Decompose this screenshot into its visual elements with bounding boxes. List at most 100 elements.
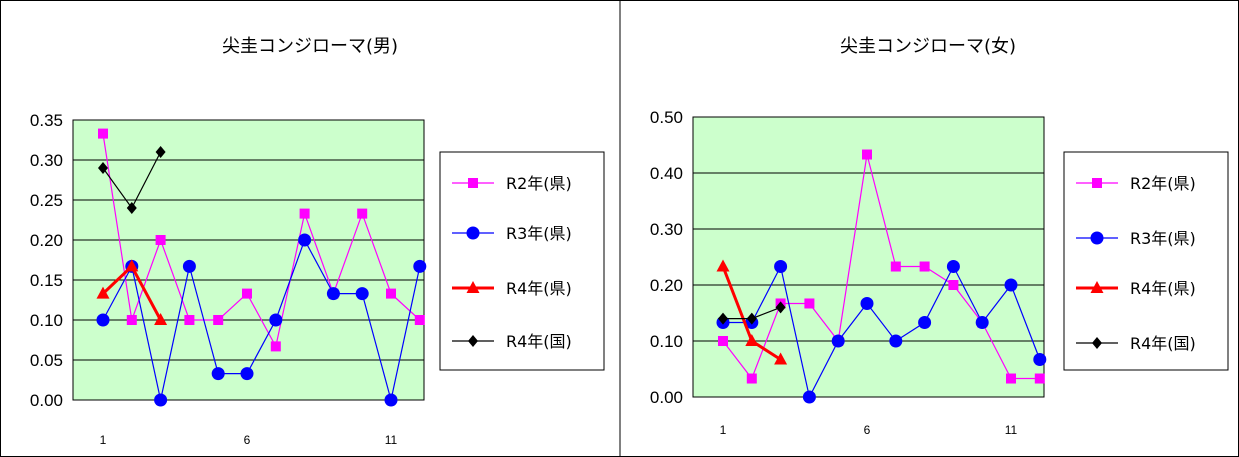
chart2-series-2-point [802, 390, 816, 404]
chart2-series-4 [718, 301, 786, 325]
chart2-y-tick-label: 0.20 [650, 276, 683, 295]
chart2-series-3-point [716, 259, 730, 272]
chart2-series-2-point [975, 316, 989, 330]
chart1-y-tick-label: 0.10 [30, 311, 63, 330]
chart2-series-1-point [804, 298, 815, 309]
chart2-series-1-point [746, 373, 757, 384]
chart1-series-4-point [155, 146, 166, 158]
chart2: 尖圭コンジローマ(女) 0.50 0.40 0.30 0.20 0.10 0.00 1 6 11 R… [650, 36, 1229, 437]
chart2-y-tick-label: 0.30 [650, 220, 683, 239]
chart2-series-2-point [1004, 278, 1018, 292]
chart1-y-tick-label: 0.05 [30, 351, 63, 370]
chart1-x-tick-label: 11 [385, 433, 398, 447]
chart2-series-2-point [1033, 352, 1047, 366]
chart1-series-2-point [96, 313, 110, 327]
chart1-legend-label: R3年(県) [506, 224, 572, 243]
chart1-series-1-point [242, 288, 252, 299]
chart2-series-2-point [918, 316, 932, 330]
chart1-y-tick-label: 0.30 [30, 151, 63, 170]
chart1-series-1-point [357, 208, 368, 219]
chart1-legend-swatch-marker [466, 281, 480, 293]
chart2-y-tick-label: 0.50 [650, 108, 683, 127]
chart2-series-2-point [831, 334, 845, 348]
chart2-series-2-point [889, 334, 903, 348]
chart1-legend-swatch-marker [468, 178, 478, 188]
chart1-series-1-point [184, 315, 195, 325]
chart1-series-1-point [126, 315, 137, 325]
chart2-legend-swatch-marker [1090, 231, 1104, 245]
chart1-x-tick-label: 6 [244, 433, 251, 447]
chart1-legend-label: R4年(県) [506, 279, 572, 298]
chart1-series-4-point [126, 202, 137, 214]
chart2-x-tick-label: 11 [1005, 423, 1018, 437]
chart1-series-3 [96, 259, 168, 325]
chart1-y-tick-label: 0.25 [30, 191, 63, 210]
chart1-series-3-point [154, 313, 168, 325]
chart2-legend-label: R4年(県) [1130, 279, 1196, 298]
chart2-x-tick-label: 1 [720, 423, 727, 437]
chart1-series-1-point [386, 288, 396, 299]
chart2-series-4-point [746, 312, 757, 325]
chart1-series-4 [98, 146, 166, 214]
chart1-y-tick-label: 0.00 [30, 391, 63, 410]
chart2-series-1-line [722, 154, 1040, 380]
chart1-series-2-line [102, 238, 421, 401]
chart1-legend-swatch-marker [468, 335, 478, 347]
chart1-series-2-point [326, 287, 340, 301]
chart1-series-2-point [298, 233, 312, 247]
chart1-legend: R2年(県) R3年(県) R4年(県) R4年(国) [439, 151, 605, 371]
chart2-series-2-point [946, 260, 960, 274]
chart2-y-tick-label: 0.40 [650, 164, 683, 183]
chart1-series-4-point [98, 162, 108, 174]
chart1-legend-label: R4年(国) [506, 332, 572, 351]
chart2-series-1-point [948, 280, 959, 290]
chart1-y-tick-label: 0.15 [30, 271, 63, 290]
chart2-series-2-line [723, 264, 1041, 399]
chart2-series-4-point [775, 301, 786, 314]
chart2-series-3-point [745, 334, 759, 346]
chart1-y-tick-label: 0.20 [30, 231, 63, 250]
chart2-legend-label: R4年(国) [1130, 334, 1196, 353]
chart1-series-1-point [98, 128, 108, 139]
chart2-series-1-point [718, 336, 728, 346]
chart2-series-1-point [1034, 373, 1045, 384]
chart1-legend-swatch-marker [466, 226, 480, 240]
chart2-x-tick-label: 6 [864, 423, 871, 437]
chart1-series-1-line [102, 133, 421, 349]
chart1-series-2-point [413, 259, 427, 273]
chart1-series-1-point [414, 315, 425, 325]
chart2-legend-swatch-marker [1090, 281, 1104, 293]
chart2-legend-box [1063, 151, 1229, 371]
chart1-series-1-point [299, 208, 310, 219]
chart2-series-1-point [862, 149, 872, 160]
chart1-series-2-point [355, 287, 369, 301]
chart1-legend-box [439, 151, 605, 371]
chart2-legend-swatch-marker [1092, 337, 1102, 349]
chart1: 尖圭コンジローマ(男) 0.35 0.30 0.25 0.20 0.15 0.10 0.05 0… [30, 36, 605, 447]
chart2-series-1-point [890, 261, 901, 272]
chart1-x-tick-label: 1 [100, 433, 107, 447]
chart1-series-3-point [125, 259, 139, 272]
chart1-series-3-point [96, 286, 110, 299]
chart2-title: 尖圭コンジローマ(女) [840, 36, 1016, 57]
chart2-y-tick-label: 0.10 [650, 332, 683, 351]
chart2-series-1-point [919, 261, 930, 272]
chart2-series-1-point [1006, 373, 1016, 384]
chart2-series-3 [716, 259, 788, 365]
chart2-legend-swatch-marker [1092, 178, 1102, 188]
chart2-legend-label: R3年(県) [1130, 229, 1196, 248]
chart2-y-tick-label: 0.00 [650, 388, 683, 407]
chart2-legend-label: R2年(県) [1130, 174, 1196, 193]
chart1-series-2-point [269, 313, 283, 327]
chart1-series-2-point [240, 367, 254, 381]
chart1-series-1-point [213, 315, 224, 325]
chart2-series-2-point [774, 260, 788, 274]
chart2-plot-area [692, 116, 1045, 398]
chart1-y-tick-label: 0.35 [30, 111, 63, 130]
chart2-series-2-point [860, 296, 874, 310]
chart1-series-2-point [182, 259, 196, 273]
chart1-series-2-point [384, 393, 398, 407]
chart1-series-1-point [270, 341, 281, 352]
chart1-legend-label: R2年(県) [506, 174, 572, 193]
